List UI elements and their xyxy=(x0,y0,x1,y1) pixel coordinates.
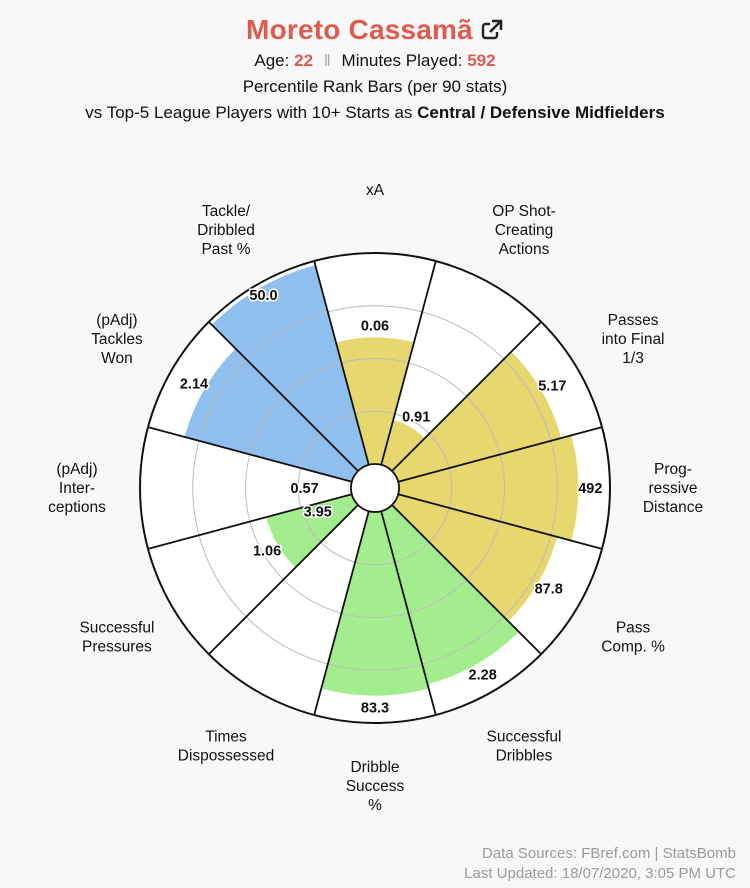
value-label-0: 0.06 xyxy=(361,318,389,334)
bar-8 xyxy=(266,494,359,568)
age-minutes-line: Age: 22 ‖ Minutes Played: 592 xyxy=(0,48,750,74)
gridline-50 xyxy=(245,358,505,618)
category-label-4: Pass Comp. % xyxy=(601,620,665,656)
spoke-1 xyxy=(380,260,437,466)
chart-subtitle: Percentile Rank Bars (per 90 stats) xyxy=(242,77,508,96)
gridline-75 xyxy=(192,305,558,671)
category-label-3: Prog-ressive Distance xyxy=(643,461,703,516)
bar-6 xyxy=(321,511,429,696)
value-label-2: 5.17 xyxy=(538,379,566,395)
category-label-7: Times Dispossessed xyxy=(178,729,275,765)
age-value: 22 xyxy=(294,51,314,70)
value-label-5: 2.28 xyxy=(469,667,497,683)
category-label-2: Passes into Final 1/3 xyxy=(602,312,665,367)
value-label-9: 0.57 xyxy=(290,481,318,497)
category-label-0: xA xyxy=(366,182,385,199)
category-label-9: (pAdj) Inter-ceptions xyxy=(48,461,106,516)
last-updated: Last Updated: 18/07/2020, 3:05 PM UTC xyxy=(464,865,736,882)
category-label-1: OP Shot-Creating Actions xyxy=(492,203,555,258)
category-label-10: (pAdj) Tackles Won xyxy=(91,312,143,367)
player-name: Moreto Cassamã xyxy=(246,14,473,45)
chart-header: Moreto Cassamã Age: 22 ‖ Minutes Played:… xyxy=(0,0,750,126)
value-label-3: 492 xyxy=(578,481,602,497)
center-hole xyxy=(350,463,400,513)
comparison-line: vs Top-5 League Players with 10+ Starts … xyxy=(0,100,750,126)
value-label-6: 83.3 xyxy=(361,701,389,717)
title-row: Moreto Cassamã xyxy=(0,12,750,48)
bar-3 xyxy=(398,435,579,541)
spoke-4 xyxy=(397,493,603,550)
category-label-5: Successful Dribbles xyxy=(487,729,562,765)
value-label-1: 0.91 xyxy=(402,410,430,426)
category-label-8: Successful Pressures xyxy=(79,620,154,656)
category-label-6: Dribble Success% xyxy=(346,759,405,814)
spoke-10 xyxy=(147,426,353,483)
spoke-7 xyxy=(313,510,370,716)
position-group: Central / Defensive Midfielders xyxy=(417,103,665,122)
bar-0 xyxy=(336,337,414,465)
spoke-8 xyxy=(208,504,359,655)
external-link-icon[interactable] xyxy=(480,18,504,42)
minutes-label: Minutes Played: xyxy=(341,51,463,70)
data-sources: Data Sources: FBref.com | StatsBomb xyxy=(482,845,736,862)
gridline-25 xyxy=(297,410,453,566)
spoke-3 xyxy=(397,426,603,483)
bar-1 xyxy=(381,419,425,472)
spoke-11 xyxy=(208,321,359,472)
separator: ‖ xyxy=(323,51,331,70)
spoke-5 xyxy=(391,504,542,655)
spoke-2 xyxy=(391,321,542,472)
category-label-11: Tackle/Dribbled Past % xyxy=(197,203,255,258)
value-label-4: 87.8 xyxy=(535,581,563,597)
value-label-11: 50.0 xyxy=(249,288,277,304)
comparison-prefix: vs Top-5 League Players with 10+ Starts … xyxy=(85,103,413,122)
spoke-9 xyxy=(147,493,353,550)
bar-11 xyxy=(211,265,369,472)
age-label: Age: xyxy=(254,51,290,70)
value-label-8: 1.06 xyxy=(253,543,281,559)
spoke-0 xyxy=(313,260,370,466)
footer: Data Sources: FBref.com | StatsBomb Last… xyxy=(464,844,736,884)
outer-ring xyxy=(139,252,611,724)
extra-value-label-0: 3.95 xyxy=(304,505,332,521)
value-label-10: 2.14 xyxy=(180,376,208,392)
spoke-6 xyxy=(380,510,437,716)
bar-5 xyxy=(381,504,519,685)
minutes-value: 592 xyxy=(467,51,496,70)
